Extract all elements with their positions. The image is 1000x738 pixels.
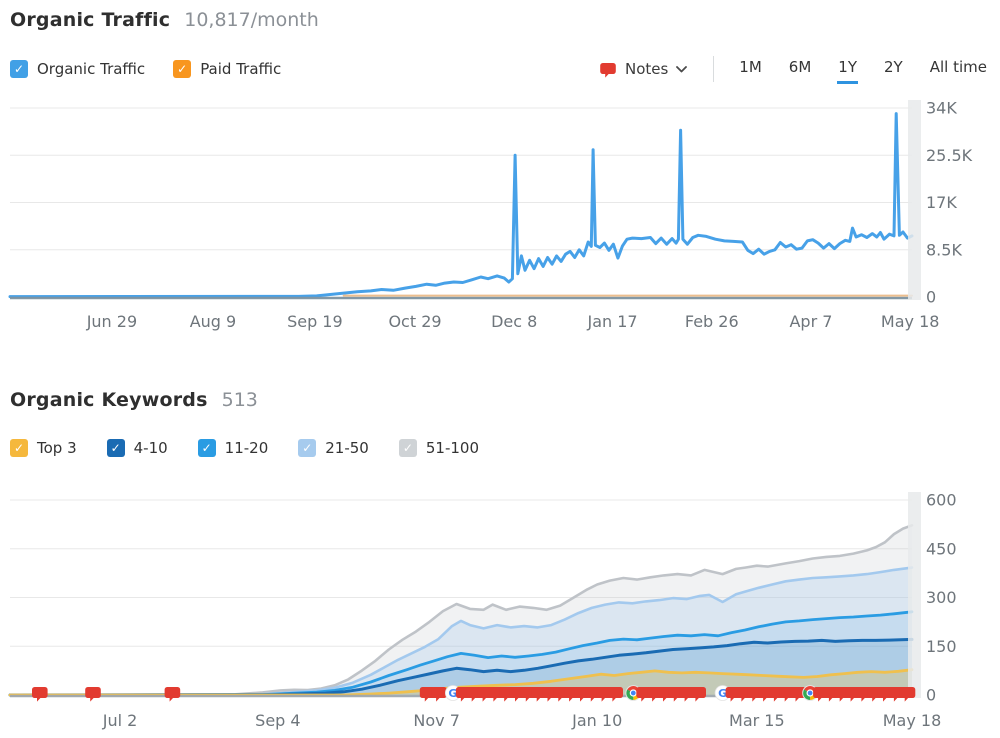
y-axis-label: 150 — [926, 637, 957, 656]
note-marker[interactable] — [790, 687, 807, 702]
traffic-right-controls: Notes 1M 6M 1Y 2Y All time — [599, 55, 988, 84]
y-axis-label: 0 — [926, 686, 936, 705]
note-marker[interactable] — [690, 687, 706, 702]
legend-label: 51-100 — [425, 439, 479, 457]
range-1m[interactable]: 1M — [739, 57, 762, 76]
y-axis-label: 8.5K — [926, 240, 962, 259]
y-axis-label: 34K — [926, 99, 957, 118]
checkbox-checked-icon[interactable]: ✓ — [197, 439, 216, 457]
x-axis-label: Jan 17 — [586, 312, 637, 331]
x-axis-label: May 18 — [883, 711, 942, 730]
x-axis-label: Mar 15 — [729, 711, 785, 730]
range-all-time[interactable]: All time — [929, 57, 987, 76]
chevron-down-icon — [676, 65, 688, 72]
traffic-section-header: Organic Traffic 10,817/month — [10, 9, 319, 31]
legend-label: Paid Traffic — [200, 60, 282, 78]
pos-4-10-line — [8, 637, 914, 697]
notes-label: Notes — [624, 60, 669, 78]
x-axis-label: Feb 26 — [685, 312, 739, 331]
y-axis-label: 25.5K — [926, 146, 973, 165]
organic-traffic-line — [8, 112, 914, 299]
checkbox-checked-icon[interactable]: ✓ — [298, 439, 317, 457]
traffic-legend: ✓ Organic Traffic ✓ Paid Traffic — [10, 60, 281, 78]
keywords-legend: ✓ Top 3 ✓ 4-10 ✓ 11-20 ✓ 21-50 ✓ 51-100 — [10, 439, 479, 457]
y-axis-label: 600 — [926, 491, 957, 510]
pos-51-100-line — [8, 524, 914, 697]
svg-text:G: G — [718, 687, 727, 700]
note-marker[interactable] — [899, 687, 916, 702]
future-period-band — [908, 492, 921, 698]
keywords-metric: 513 — [221, 389, 258, 411]
note-marker[interactable] — [431, 687, 447, 702]
range-6m[interactable]: 6M — [788, 57, 812, 76]
organic-keywords-chart[interactable]: 600 450 300 150 0 Jul 2 Sep 4 Nov 7 Jan 10 Mar 15… — [0, 478, 1000, 738]
x-axis-label: Oct 29 — [388, 312, 441, 331]
keywords-title: Organic Keywords — [10, 389, 208, 411]
checkbox-checked-icon[interactable]: ✓ — [10, 60, 28, 78]
x-axis-label: Jun 29 — [86, 312, 137, 331]
notes-dropdown[interactable]: Notes — [599, 60, 688, 78]
note-marker[interactable] — [85, 687, 101, 702]
x-axis-label: Aug 9 — [190, 312, 237, 331]
date-range-selector: 1M 6M 1Y 2Y All time — [738, 55, 988, 84]
legend-item-top-3[interactable]: ✓ Top 3 — [10, 439, 77, 457]
divider — [713, 56, 715, 82]
traffic-title: Organic Traffic — [10, 9, 171, 31]
x-axis-label: May 18 — [881, 312, 940, 331]
note-marker[interactable] — [607, 687, 623, 702]
note-marker[interactable] — [164, 687, 181, 702]
traffic-controls: ✓ Organic Traffic ✓ Paid Traffic Notes 1M 6M… — [10, 55, 988, 84]
organic-traffic-chart[interactable]: 34K 25.5K 17K 8.5K 0 Jun 29 Aug 9 Sep 19 Oct 29 D… — [0, 95, 1000, 335]
x-axis-label: Jan 10 — [571, 711, 622, 730]
range-2y[interactable]: 2Y — [884, 57, 903, 76]
legend-label: 21-50 — [325, 439, 369, 457]
y-axis-label: 0 — [926, 288, 936, 307]
legend-label: 11-20 — [224, 439, 269, 457]
x-axis-label: Jul 2 — [102, 711, 138, 730]
legend-label: Organic Traffic — [37, 60, 146, 78]
legend-item-51-100[interactable]: ✓ 51-100 — [398, 439, 479, 457]
legend-item-4-10[interactable]: ✓ 4-10 — [106, 439, 168, 457]
x-axis-label: Nov 7 — [413, 711, 460, 730]
keywords-section-header: Organic Keywords 513 — [10, 389, 258, 411]
pos-4-10-area — [10, 639, 912, 695]
note-marker[interactable] — [32, 687, 48, 702]
y-axis-label: 17K — [926, 193, 957, 212]
x-axis-label: Apr 7 — [789, 312, 832, 331]
keywords-controls: ✓ Top 3 ✓ 4-10 ✓ 11-20 ✓ 21-50 ✓ 51-100 — [10, 434, 988, 462]
y-axis-label: 300 — [926, 588, 957, 607]
notes-icon — [600, 62, 616, 78]
legend-label: Top 3 — [37, 439, 77, 457]
x-axis-label: Sep 4 — [255, 711, 300, 730]
x-axis-label: Dec 8 — [491, 312, 537, 331]
legend-item-organic-traffic[interactable]: ✓ Organic Traffic — [10, 60, 145, 78]
checkbox-checked-icon[interactable]: ✓ — [10, 439, 28, 457]
legend-item-21-50[interactable]: ✓ 21-50 — [298, 439, 369, 457]
checkbox-checked-icon[interactable]: ✓ — [398, 439, 417, 457]
checkbox-checked-icon[interactable]: ✓ — [106, 439, 125, 457]
future-period-band — [908, 100, 921, 300]
pos-51-100-area — [10, 525, 912, 695]
legend-item-11-20[interactable]: ✓ 11-20 — [197, 439, 269, 457]
legend-label: 4-10 — [133, 439, 168, 457]
svg-text:G: G — [448, 687, 457, 700]
pos-21-50-line — [8, 566, 914, 697]
traffic-metric: 10,817/month — [184, 9, 319, 31]
x-axis-label: Sep 19 — [287, 312, 343, 331]
checkbox-checked-icon[interactable]: ✓ — [173, 60, 192, 78]
y-axis-label: 450 — [926, 539, 957, 558]
legend-item-paid-traffic[interactable]: ✓ Paid Traffic — [173, 60, 281, 78]
pos-11-20-line — [8, 610, 914, 697]
range-1y[interactable]: 1Y — [837, 55, 859, 84]
